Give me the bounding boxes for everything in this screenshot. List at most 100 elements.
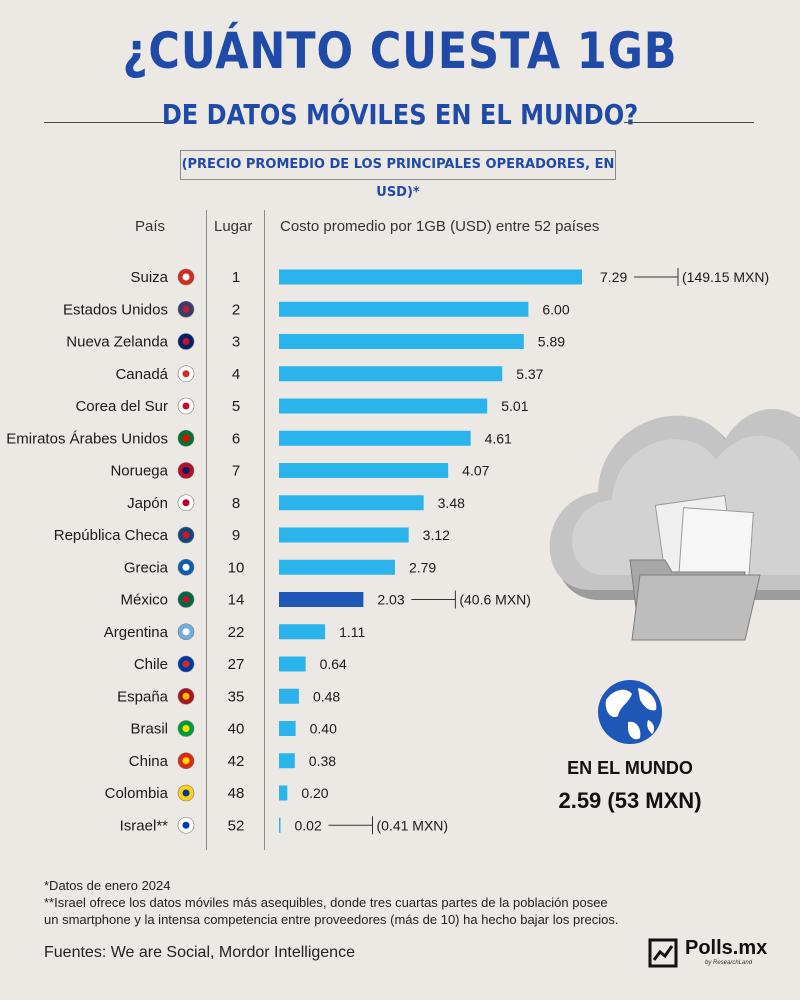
bar [279,269,582,285]
column-divider-1 [206,210,207,850]
value-label: 1.11 [339,624,365,640]
rank-label: 14 [228,592,245,609]
flag-icon-detail [182,499,190,507]
flag-icon-detail [182,273,190,281]
column-header-country: País [135,218,166,235]
flag-icon-detail [182,370,190,378]
flag-icon-detail [182,467,190,474]
footnote-israel-line-1: **Israel ofrece los datos móviles más as… [44,895,608,910]
world-label: EN EL MUNDO [567,758,693,778]
world-value: 2.59 (53 MXN) [558,788,702,813]
rank-label: 9 [232,527,240,544]
title-line-2: DE DATOS MÓVILES EN EL MUNDO? [161,98,639,131]
annotation-label: (149.15 MXN) [682,269,769,285]
brand-sub: by ResearchLand [705,960,753,966]
bar [279,688,299,704]
bar [279,495,424,511]
column-divider-2 [264,210,265,850]
rank-label: 1 [232,269,240,286]
polls-logo-icon [648,938,678,968]
rank-label: 8 [232,495,240,512]
flag-icon-detail [182,434,190,442]
bar [279,527,409,543]
country-label: Suiza [130,269,168,286]
value-label: 3.12 [423,527,450,543]
country-label: Argentina [104,624,169,641]
value-label: 2.79 [409,559,436,575]
rank-label: 22 [228,624,245,641]
column-header-cost: Costo promedio por 1GB (USD) entre 52 pa… [280,218,600,235]
flag-icon-detail [182,757,190,765]
bar [279,817,281,833]
bar [279,785,288,801]
country-label: Israel** [120,817,169,834]
value-label: 5.89 [538,334,565,350]
value-label: 0.40 [310,721,337,737]
flag-icon-detail [182,563,190,571]
value-label: 7.29 [600,269,627,285]
value-label: 5.37 [516,366,543,382]
rank-label: 27 [228,656,245,673]
annotation-label: (0.41 MXN) [377,817,449,833]
country-label: Chile [134,656,168,673]
value-label: 0.38 [309,753,336,769]
country-label: Corea del Sur [75,398,168,415]
rank-label: 52 [228,817,245,834]
globe-icon [598,680,662,744]
country-label: Brasil [130,721,168,738]
footnote-israel-line-2: un smartphone y la intensa competencia e… [44,912,619,927]
flag-icon-detail [182,660,190,668]
value-label: 0.48 [313,688,340,704]
rank-label: 35 [228,688,245,705]
footnote-date: *Datos de enero 2024 [44,878,171,893]
bar [279,592,364,607]
country-label: Noruega [110,463,168,480]
sources: Fuentes: We are Social, Mordor Intellige… [44,944,355,961]
flag-icon-detail [182,402,190,410]
bar [279,463,449,478]
rank-label: 10 [228,559,245,576]
value-label: 0.64 [320,656,347,672]
bar [279,334,524,349]
flag-icon-detail [182,531,190,539]
rank-label: 40 [228,721,245,738]
flag-icon-detail [182,305,190,313]
rank-label: 3 [232,334,240,351]
bar [279,753,295,769]
title-line-1: ¿CUÁNTO CUESTA 1GB [122,22,678,80]
annotation-label: (40.6 MXN) [459,592,531,608]
bar [279,366,503,382]
flag-icon-detail [182,821,190,829]
value-label: 4.61 [485,430,512,446]
rank-label: 6 [232,430,240,447]
flag-icon-detail [182,725,190,732]
country-label: Colombia [105,785,169,802]
value-label: 3.48 [438,495,465,511]
rank-label: 7 [232,463,240,480]
flag-icon-detail [182,692,190,700]
value-label: 4.07 [462,463,489,479]
bar [279,624,326,640]
value-label: 6.00 [542,301,569,317]
country-label: México [120,592,168,609]
rank-label: 4 [232,366,240,383]
title-rule-left [44,122,174,123]
country-label: Emiratos Árabes Unidos [6,430,168,447]
rank-label: 5 [232,398,240,415]
country-label: Grecia [124,559,169,576]
flag-icon-detail [182,338,190,345]
value-label: 0.02 [295,817,322,833]
column-header-rank: Lugar [214,218,253,235]
country-label: Japón [127,495,168,512]
value-label: 2.03 [377,592,404,608]
rank-label: 48 [228,785,245,802]
bar [279,559,395,575]
subtitle: (PRECIO PROMEDIO DE LOS PRINCIPALES OPER… [180,150,616,200]
country-label: Nueva Zelanda [66,334,168,351]
flag-icon-detail [182,628,190,636]
bar [279,656,306,672]
brand-name: Polls.mx [685,937,768,959]
value-label: 5.01 [501,398,528,414]
country-label: Canadá [115,366,168,383]
